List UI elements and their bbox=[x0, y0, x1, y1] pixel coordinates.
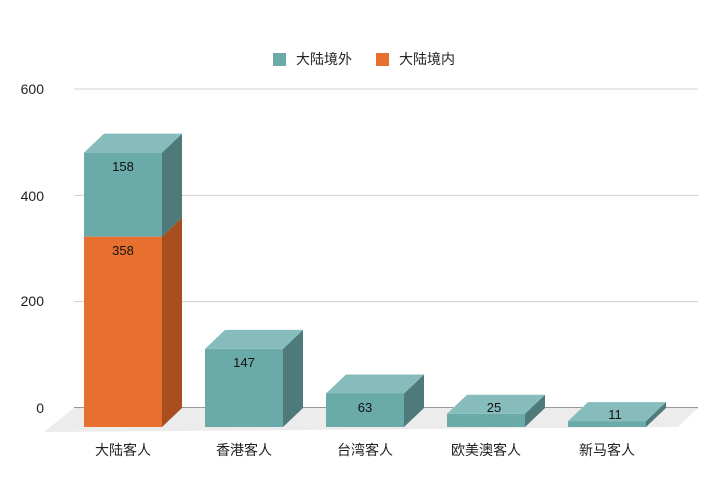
x-label-western: 欧美澳客人 bbox=[451, 442, 521, 458]
y-tick-600: 600 bbox=[20, 81, 44, 97]
data-label: 358 bbox=[112, 242, 134, 258]
legend-label-outside: 大陆境外 bbox=[296, 51, 352, 67]
legend-swatch-inside-icon bbox=[376, 52, 389, 66]
legend-swatch-outside-icon bbox=[273, 52, 286, 66]
y-tick-200: 200 bbox=[20, 293, 44, 309]
bars bbox=[84, 133, 666, 427]
legend: 大陆境外 大陆境内 bbox=[0, 49, 728, 69]
legend-item-inside[interactable]: 大陆境内 bbox=[376, 49, 455, 69]
data-label: 158 bbox=[112, 158, 134, 174]
data-label: 25 bbox=[486, 399, 502, 415]
x-label-hongkong: 香港客人 bbox=[216, 442, 272, 458]
x-label-taiwan: 台湾客人 bbox=[337, 442, 393, 458]
y-tick-400: 400 bbox=[20, 188, 44, 204]
legend-item-outside[interactable]: 大陆境外 bbox=[273, 49, 352, 69]
y-tick-0: 0 bbox=[36, 400, 44, 416]
data-label: 147 bbox=[233, 354, 255, 370]
x-label-singmalay: 新马客人 bbox=[579, 442, 635, 458]
data-label: 11 bbox=[608, 407, 622, 423]
x-label-mainland: 大陆客人 bbox=[95, 442, 151, 458]
data-label: 63 bbox=[357, 399, 373, 415]
legend-label-inside: 大陆境内 bbox=[399, 51, 455, 67]
